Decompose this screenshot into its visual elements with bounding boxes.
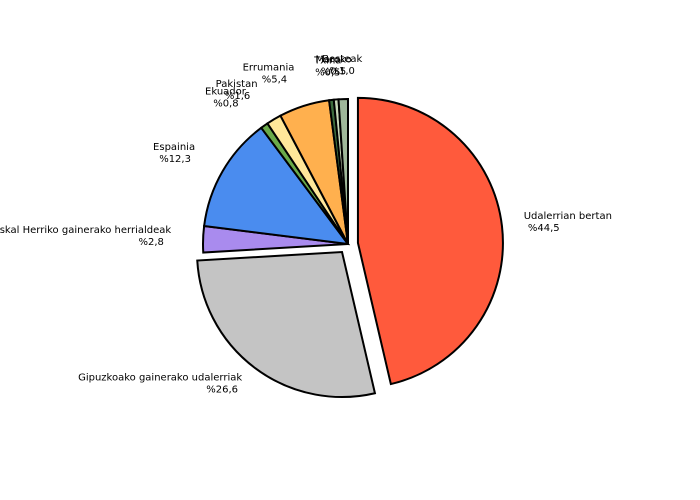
slice-value-label: %12,3 (159, 154, 191, 165)
slice-label: Errumania (243, 62, 295, 73)
slice-value-label: %26,6 (206, 385, 238, 396)
pie-slice (203, 126, 351, 246)
pie-slice (356, 96, 504, 386)
slice-label: Pakistan (216, 79, 258, 90)
slice-label: Txina (313, 55, 341, 66)
pie-slice (337, 97, 349, 245)
slice-value-label: %2,8 (138, 237, 163, 248)
slice-label: Euskal Herriko gainerako herrialdeak (0, 225, 171, 236)
slice-value-label: %1,0 (330, 66, 355, 77)
slice-label: Besteak (322, 54, 362, 65)
slice-label: Maroko (315, 55, 351, 66)
slice-label: Espainia (153, 142, 195, 153)
slice-label: Udalerrian bertan (524, 211, 612, 222)
slice-value-label: %44,5 (528, 223, 560, 234)
slice-label: Ekuador (205, 87, 247, 98)
pie-slice (196, 250, 377, 398)
slice-label: Gipuzkoako gainerako udalerriak (78, 373, 242, 384)
slice-value-label: %1,6 (225, 91, 250, 102)
slice-value-label: %0,5 (315, 67, 340, 78)
slice-value-label: %5,4 (262, 74, 287, 85)
slice-value-label: %0,8 (213, 99, 238, 110)
slice-value-label: %0,5 (321, 67, 346, 78)
